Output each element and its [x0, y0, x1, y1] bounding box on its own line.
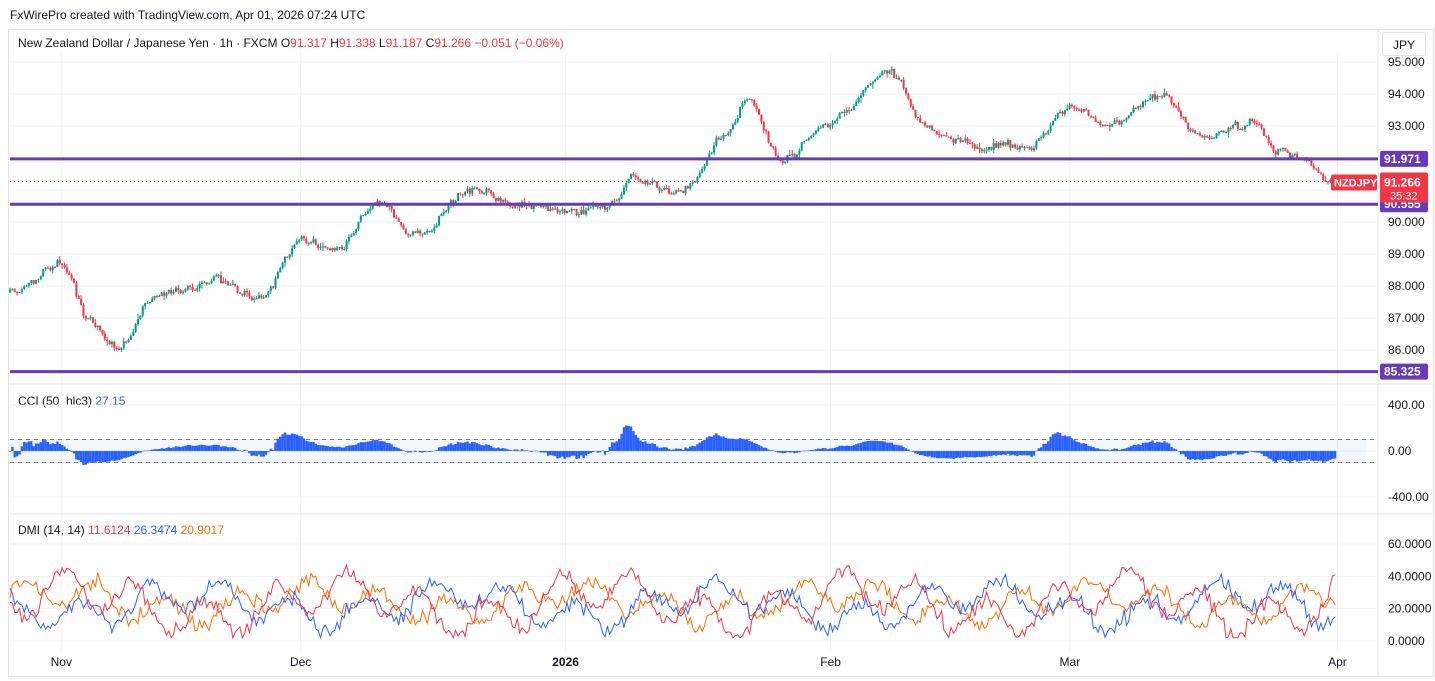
low-value: 91.187	[385, 36, 423, 50]
dmi-legend: DMI (14, 14) 11.6124 26.3474 20.9017	[18, 523, 224, 537]
close-value: 91.266	[434, 36, 472, 50]
chart-caption: FxWirePro created with TradingView.com, …	[10, 8, 366, 22]
symbol-title: New Zealand Dollar / Japanese Yen · 1h ·…	[18, 36, 278, 50]
high-value: 91.338	[338, 36, 376, 50]
dmi-title: DMI (14, 14)	[18, 523, 85, 537]
change-value: −0.051 (−0.06%)	[474, 36, 564, 50]
dmi-adx-value: 20.9017	[180, 523, 224, 537]
currency-button[interactable]: JPY	[1382, 32, 1426, 56]
cci-legend: CCI (50, hlc3) 27.15	[18, 394, 125, 408]
high-label: H	[330, 36, 339, 50]
open-label: O	[280, 36, 291, 50]
dmi-minus-value: 26.3474	[133, 523, 178, 537]
chart-frame	[8, 29, 1434, 677]
main-legend: New Zealand Dollar / Japanese Yen · 1h ·…	[18, 36, 564, 50]
open-value: 91.317	[290, 36, 327, 50]
dmi-plus-value: 11.6124	[88, 523, 131, 537]
cci-title: CCI (50, hlc3)	[18, 394, 93, 408]
low-label: L	[378, 36, 386, 50]
cci-value: 27.15	[95, 394, 126, 408]
close-label: C	[425, 36, 435, 50]
